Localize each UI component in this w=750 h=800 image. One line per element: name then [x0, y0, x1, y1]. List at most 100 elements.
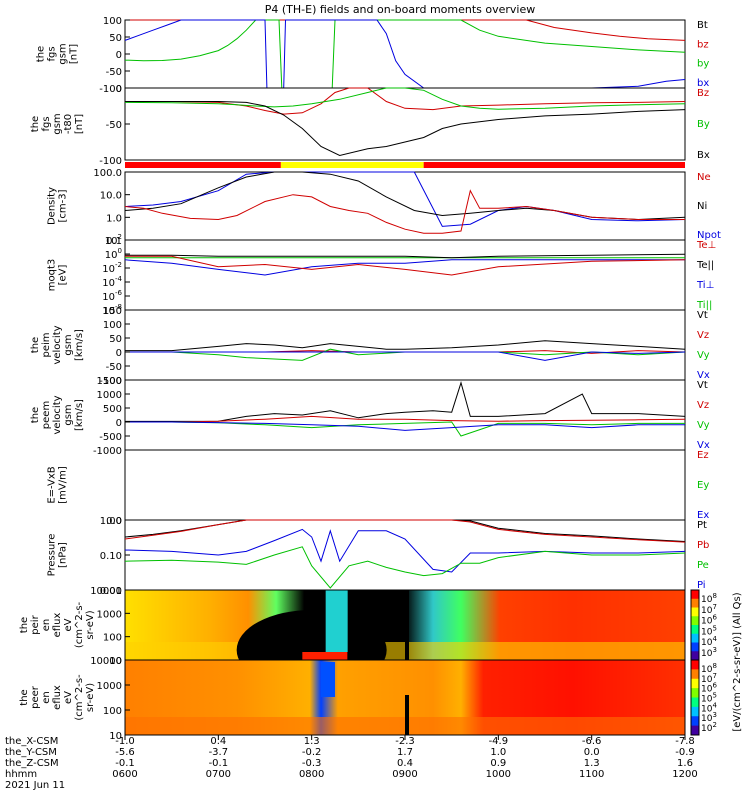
y-axis-label: E=-VxB — [47, 466, 58, 503]
series-line-Ti⊥ — [124, 259, 685, 276]
legend-label-Te||: Te|| — [696, 260, 714, 271]
colorbar-swatch — [691, 725, 699, 736]
ephemeris-value: -1.0 — [115, 736, 135, 747]
y-tick-label: 50 — [109, 33, 122, 44]
y-axis-label: the — [19, 689, 30, 705]
ephemeris-value: -0.2 — [302, 747, 322, 758]
colorbar-swatch — [691, 706, 699, 717]
y-tick-label: 10-4 — [102, 275, 122, 289]
y-tick-label: 500 — [103, 404, 122, 415]
legend-label-Ne: Ne — [697, 172, 711, 183]
y-axis-label: Density — [47, 187, 58, 225]
ephemeris-row-label: hhmm — [5, 769, 37, 780]
ephemeris-value: 0.0 — [584, 747, 600, 758]
y-tick-label: -1000 — [93, 446, 122, 457]
series-line-Npot — [124, 171, 686, 227]
colorbar-swatch — [691, 598, 699, 608]
heatmap-red-spot — [302, 652, 348, 660]
ephemeris-row-label: the_X-CSM — [5, 736, 58, 747]
y-axis-label: [eV] — [58, 265, 69, 286]
ephemeris-value: 1.3 — [584, 758, 600, 769]
colorbar-tick-label: 104 — [701, 635, 717, 648]
series-line-Pe — [124, 546, 686, 589]
legend-label-Vz: Vz — [697, 330, 709, 341]
y-tick-label: 100.0 — [93, 168, 122, 179]
y-tick-label: 10 — [109, 731, 122, 742]
y-tick-label: 0.0 — [106, 516, 122, 527]
ephemeris-value: 0900 — [392, 769, 417, 780]
colorbar-swatch — [691, 642, 699, 652]
y-axis-label: [nPa] — [58, 542, 69, 568]
ephemeris-value: 0700 — [206, 769, 231, 780]
panel-frame — [124, 449, 686, 521]
y-axis-label: moqt3 — [47, 259, 58, 292]
legend-label-By: By — [697, 119, 710, 130]
y-axis-label: the — [30, 116, 41, 132]
y-tick-label: 0 — [116, 84, 122, 95]
series-line-Pt — [124, 519, 686, 542]
panel-density: 100.0 10.0 1.0 0.1 Density [cm-3] Ne Ni Npot — [47, 168, 721, 247]
ephemeris-value: -2.3 — [395, 736, 415, 747]
panel-efield: 0.0 E=-VxB [mV/m] Ez Ey Ex — [47, 449, 709, 527]
panel-fgs: 100 50 0 -50 -100 the fgs gsm [nT] Bt bz by bx — [36, 16, 710, 95]
y-axis-label: en — [41, 619, 52, 632]
series-line-by — [124, 19, 686, 89]
colorbar-swatch — [691, 607, 699, 617]
y-tick-label: 100 — [103, 706, 122, 717]
y-axis-label: -t80 — [63, 114, 74, 134]
y-tick-label: 10-6 — [102, 289, 122, 303]
ephemeris-value: -0.3 — [302, 758, 322, 769]
colorbar-swatch — [691, 716, 699, 727]
panel-pressure: 1.00 0.10 0.01 Pressure [nPa] Pt Pb Pe Pi — [47, 516, 710, 597]
series-line-Vz — [125, 415, 686, 423]
colorbar-tick-label: 104 — [701, 701, 717, 714]
panel-peem: 1500 1000 500 0 -500 -1000 the peem velocity gsm[… — [30, 376, 710, 457]
y-axis-label: gsm — [58, 43, 69, 64]
panel-frame — [124, 87, 686, 161]
legend-label-Vy: Vy — [697, 350, 710, 361]
legend-label-Vz: Vz — [697, 400, 709, 411]
legend-label-Vx: Vx — [697, 370, 710, 381]
y-tick-label: 100 — [105, 247, 122, 261]
y-tick-label: 0 — [116, 348, 122, 359]
plot-title: P4 (TH-E) fields and on-board moments ov… — [265, 3, 536, 16]
y-tick-label: 1000 — [97, 681, 122, 692]
colorbar-tick-label: 107 — [701, 672, 717, 685]
legend-label-Pe: Pe — [697, 560, 709, 571]
series-line-Vy — [125, 421, 685, 437]
series-line-Bx — [125, 101, 686, 157]
legend-label-Bt: Bt — [697, 20, 708, 31]
mode-bar-yellow — [280, 162, 424, 168]
colorbar-swatch — [691, 651, 699, 661]
y-axis-label: gsm — [63, 404, 74, 425]
legend-label-Ez: Ez — [697, 450, 709, 461]
y-axis-label: the — [30, 407, 41, 423]
ephemeris-value: 0600 — [112, 769, 137, 780]
y-axis-label: velocity — [52, 325, 63, 364]
ephemeris-value: 1200 — [672, 769, 697, 780]
series-line-Vx — [125, 421, 685, 431]
colorbar-swatch — [691, 697, 699, 708]
heatmap-blue-column — [321, 662, 335, 697]
colorbar-tick-label: 108 — [701, 662, 717, 675]
y-axis-label: (cm^2-s- — [74, 674, 85, 721]
ephemeris-row-label: the_Y-CSM — [5, 747, 57, 758]
colorbar-tick-label: 103 — [701, 711, 717, 724]
ephemeris-value: -7.8 — [675, 736, 695, 747]
colorbar-swatch — [691, 688, 699, 698]
series-line-bz — [125, 19, 686, 41]
y-tick-label: -100 — [99, 376, 122, 387]
y-axis-label: eflux — [52, 613, 63, 638]
y-tick-label: 10-2 — [102, 261, 122, 275]
colorbar-swatch — [691, 633, 699, 643]
series-line-Vy — [125, 348, 686, 361]
y-tick-label: 1500 — [97, 376, 122, 387]
series-line-Vx — [125, 351, 686, 361]
series-line-Te⊥ — [125, 255, 686, 276]
y-tick-label: 100 — [103, 633, 122, 644]
y-tick-label: 0.1 — [106, 236, 122, 247]
y-axis-label: sr-eV) — [85, 610, 96, 639]
